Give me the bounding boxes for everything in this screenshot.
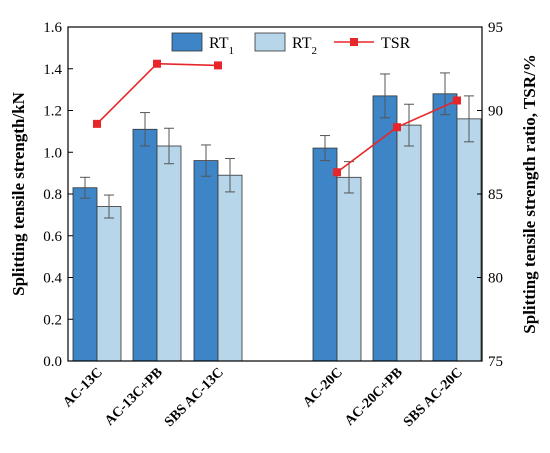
bar-rt1-1 bbox=[132, 128, 158, 362]
y-axis-title-right: Splitting tensile strength ratio, TSR/% bbox=[520, 54, 539, 333]
bar-rt1-4 bbox=[372, 95, 398, 362]
bar-rt1-5 bbox=[432, 93, 458, 362]
left-tick-label-0: 0.0 bbox=[43, 354, 62, 370]
tsr-point-5 bbox=[453, 96, 461, 105]
bar-rt2-0 bbox=[96, 206, 122, 362]
left-tick-label-2: 0.4 bbox=[43, 271, 62, 287]
left-tick-label-1: 0.2 bbox=[43, 312, 62, 328]
legend-marker-tsr bbox=[350, 38, 358, 46]
legend-label-rt2: RT2 bbox=[292, 35, 317, 57]
bar-rt2-5 bbox=[456, 118, 482, 362]
right-tick-label-4: 95 bbox=[488, 20, 503, 36]
category-label-0: AC-13C bbox=[61, 365, 106, 410]
bar-rt2-2 bbox=[217, 174, 243, 362]
tsr-point-2 bbox=[214, 61, 222, 70]
tsr-point-3 bbox=[333, 168, 341, 177]
tsr-line-layer bbox=[93, 59, 461, 177]
right-tick-label-2: 85 bbox=[488, 187, 503, 203]
tsr-point-4 bbox=[393, 123, 401, 132]
right-tick-label-3: 90 bbox=[488, 104, 503, 120]
bar-rt2-4 bbox=[396, 124, 422, 362]
left-tick-label-7: 1.4 bbox=[43, 62, 62, 78]
bars-layer bbox=[72, 93, 482, 362]
category-label-4: AC-20C+PB bbox=[342, 365, 406, 429]
left-tick-label-3: 0.6 bbox=[43, 229, 62, 245]
error-bars-layer bbox=[80, 72, 474, 219]
right-axis-ticks: 75 80 85 90 95 bbox=[477, 20, 503, 370]
tsr-point-1 bbox=[153, 59, 161, 68]
legend-swatch-rt2 bbox=[254, 32, 286, 52]
right-tick-label-0: 75 bbox=[488, 354, 503, 370]
category-label-2: SBS AC-13C bbox=[162, 365, 227, 430]
tsr-line-segment-0 bbox=[96, 62, 219, 125]
legend-swatch-rt1 bbox=[171, 32, 203, 52]
bar-rt1-3 bbox=[312, 147, 338, 362]
legend: RT1 RT2 TSR bbox=[171, 32, 411, 57]
bar-rt2-3 bbox=[336, 176, 362, 362]
category-label-3: AC-20C bbox=[301, 365, 346, 410]
right-tick-label-1: 80 bbox=[488, 271, 503, 287]
category-label-1: AC-13C+PB bbox=[102, 365, 166, 429]
left-tick-label-8: 1.6 bbox=[43, 20, 62, 36]
left-tick-label-4: 0.8 bbox=[43, 187, 62, 203]
legend-label-tsr: TSR bbox=[381, 35, 411, 52]
bar-rt2-1 bbox=[156, 145, 182, 362]
left-axis-ticks: 0.0 0.2 0.4 0.6 0.8 1.0 1.2 1.4 1.6 bbox=[43, 20, 73, 370]
bar-rt1-2 bbox=[193, 160, 219, 362]
y-axis-title-left: Splitting tensile strength/kN bbox=[9, 91, 28, 295]
left-tick-label-5: 1.0 bbox=[43, 145, 62, 161]
left-tick-label-6: 1.2 bbox=[43, 104, 62, 120]
bar-rt1-0 bbox=[72, 187, 98, 362]
tsr-point-0 bbox=[93, 119, 101, 128]
legend-label-rt1: RT1 bbox=[209, 35, 234, 57]
category-label-5: SBS AC-20C bbox=[401, 365, 466, 430]
